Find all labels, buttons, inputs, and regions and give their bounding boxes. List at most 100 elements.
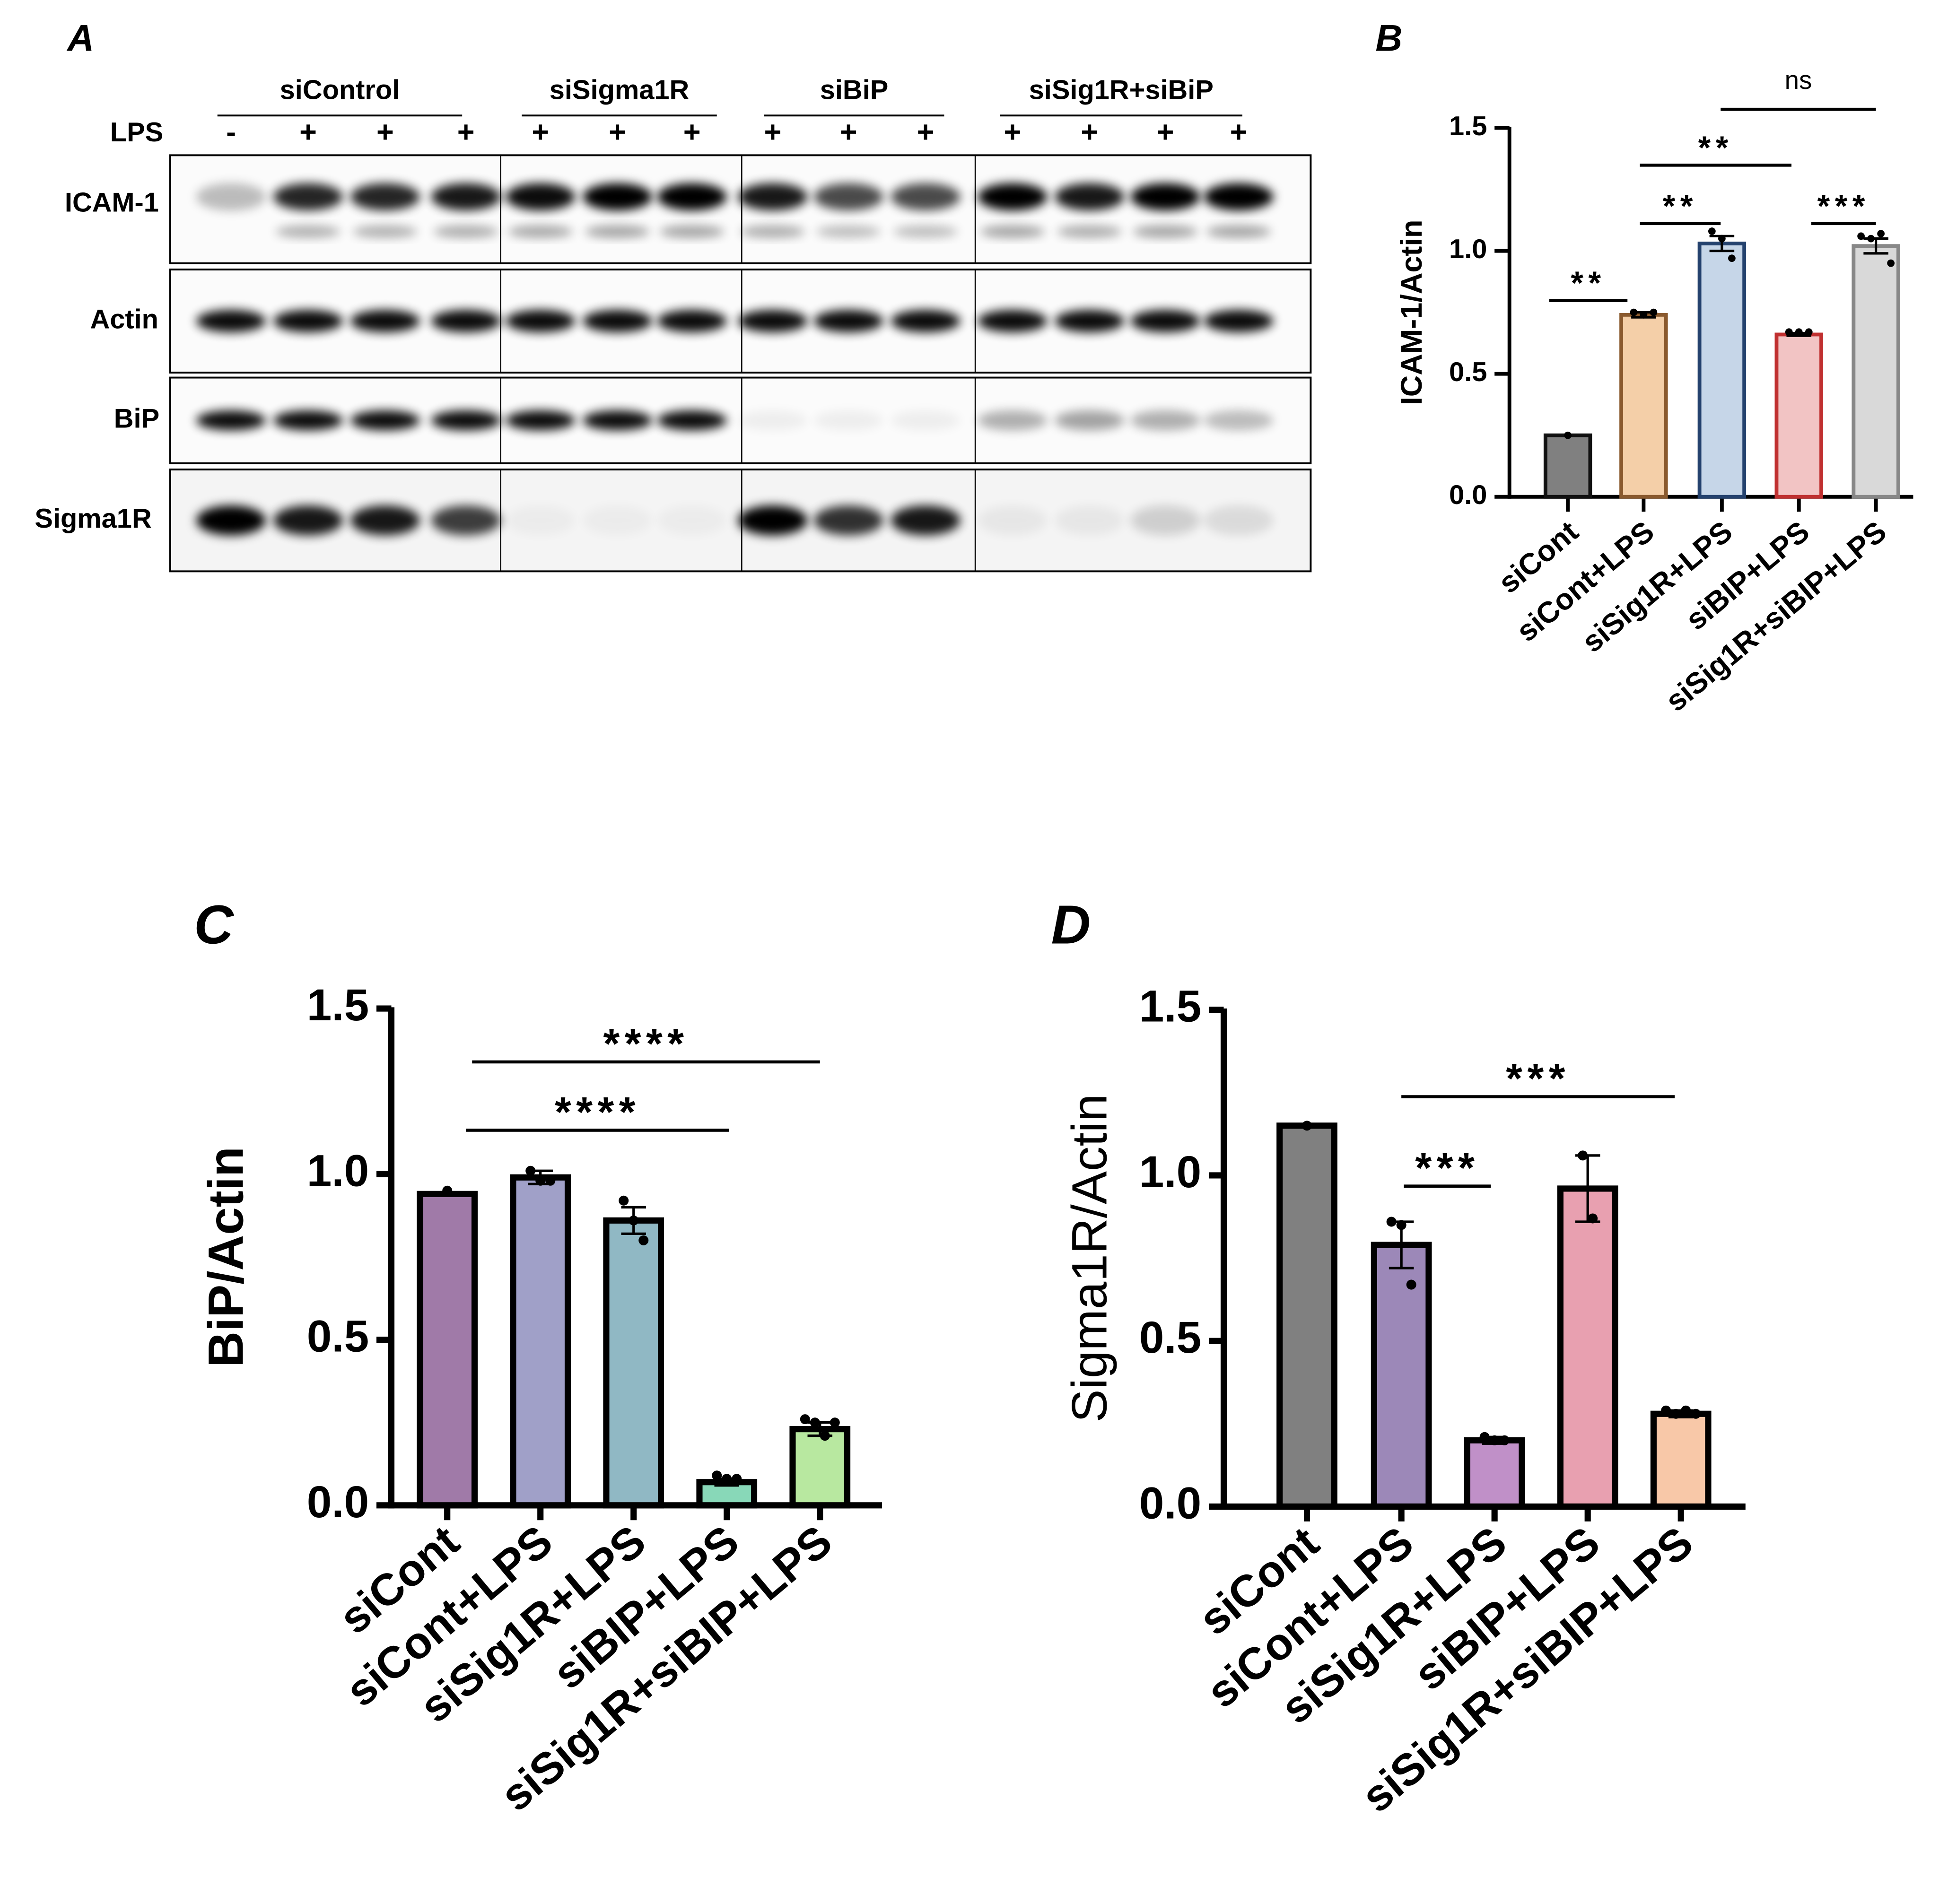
blot-box (169, 154, 1312, 264)
significance-label: *** (1415, 1144, 1479, 1191)
blot-band (273, 310, 343, 332)
data-point (638, 1235, 649, 1245)
data-point (1805, 328, 1813, 336)
blot-band (196, 183, 266, 211)
y-tick-label: 0.0 (1139, 1478, 1201, 1528)
blot-band (350, 183, 420, 211)
data-point (1661, 1405, 1671, 1416)
blot-band (659, 225, 725, 238)
blot-band (891, 505, 961, 536)
blot-band (196, 310, 266, 332)
y-tick-label: 0.0 (307, 1477, 369, 1527)
blot-band (978, 410, 1048, 431)
blot-band (978, 505, 1048, 536)
data-point (1406, 1279, 1416, 1290)
data-point (732, 1474, 742, 1484)
blot-band (1055, 310, 1125, 332)
blot-band (891, 410, 961, 431)
y-tick-label: 0.5 (1449, 357, 1487, 387)
y-tick-label: 1.0 (1139, 1147, 1201, 1197)
data-point (1499, 1435, 1510, 1445)
data-point (535, 1175, 546, 1186)
blot-band (738, 310, 808, 332)
y-tick-label: 0.5 (1139, 1313, 1201, 1363)
blot-band (657, 410, 727, 431)
lane-sign: + (683, 115, 701, 148)
data-point (1718, 235, 1726, 243)
blot-band (433, 225, 498, 238)
data-point (722, 1474, 732, 1484)
blot-band (273, 505, 343, 536)
blot-band (431, 183, 501, 211)
blot-band (506, 310, 576, 332)
blot-band (1055, 183, 1125, 211)
lane-sign: + (609, 115, 626, 148)
blot-band (813, 505, 883, 536)
blot-band (1055, 410, 1125, 431)
panel-label: D (1051, 894, 1091, 955)
lane-sign: + (1081, 115, 1098, 148)
bar (1371, 1242, 1432, 1510)
data-point (1386, 1217, 1397, 1227)
blot-band (1130, 310, 1200, 332)
lps-label: LPS (110, 117, 163, 148)
lane-sign: + (764, 115, 782, 148)
lane-sign: + (376, 115, 394, 148)
data-point (1396, 1220, 1406, 1230)
y-tick-label: 1.0 (1449, 234, 1487, 264)
blot-band (431, 505, 501, 536)
blot-band (1130, 183, 1200, 211)
blot-band (740, 225, 805, 238)
row-label: Sigma1R (35, 504, 151, 534)
data-point (1867, 235, 1875, 243)
blot-band (891, 310, 961, 332)
row-label: Actin (90, 304, 158, 334)
data-point (1630, 308, 1638, 316)
significance-label: ns (1785, 66, 1812, 95)
group-label: siSig1R+siBiP (1029, 75, 1214, 105)
lane-sign: + (299, 115, 317, 148)
data-point (810, 1417, 820, 1428)
data-point (1302, 1121, 1312, 1131)
data-point (1671, 1408, 1681, 1419)
y-tick-label: 0.5 (307, 1312, 369, 1362)
data-point (1640, 311, 1648, 319)
data-point (1857, 232, 1865, 240)
data-point (1681, 1405, 1691, 1416)
blot-band (276, 225, 341, 238)
y-axis-label: Sigma1R/Actin (1062, 1094, 1117, 1423)
bar (1774, 332, 1823, 499)
significance-label: ** (1698, 130, 1733, 166)
y-tick-label: 1.5 (307, 980, 369, 1030)
data-point (442, 1185, 453, 1196)
blot-band (583, 310, 653, 332)
blot-band (508, 225, 573, 238)
bar (789, 1426, 851, 1509)
blot-band (980, 225, 1045, 238)
blot-band (891, 183, 961, 211)
data-point (629, 1215, 639, 1226)
row-label: ICAM-1 (65, 187, 159, 217)
data-point (830, 1417, 840, 1428)
significance-label: **** (603, 1020, 689, 1067)
blot-band (738, 505, 808, 536)
bar (1464, 1437, 1525, 1510)
blot-band (1206, 225, 1271, 238)
bar (417, 1191, 478, 1509)
blot-band (813, 183, 883, 211)
blot-band (1055, 505, 1125, 536)
y-tick-label: 0.0 (1449, 480, 1487, 510)
bar (1543, 433, 1592, 499)
group-label: siControl (280, 75, 400, 105)
data-point (1877, 230, 1885, 238)
blot-band (813, 310, 883, 332)
bar (1697, 242, 1747, 499)
blot-band (506, 183, 576, 211)
y-tick-label: 1.5 (1449, 111, 1487, 141)
row-label: BiP (114, 403, 159, 434)
data-point (619, 1195, 629, 1206)
lane-sign: + (840, 115, 857, 148)
blot-band (583, 183, 653, 211)
blot-band (893, 225, 958, 238)
